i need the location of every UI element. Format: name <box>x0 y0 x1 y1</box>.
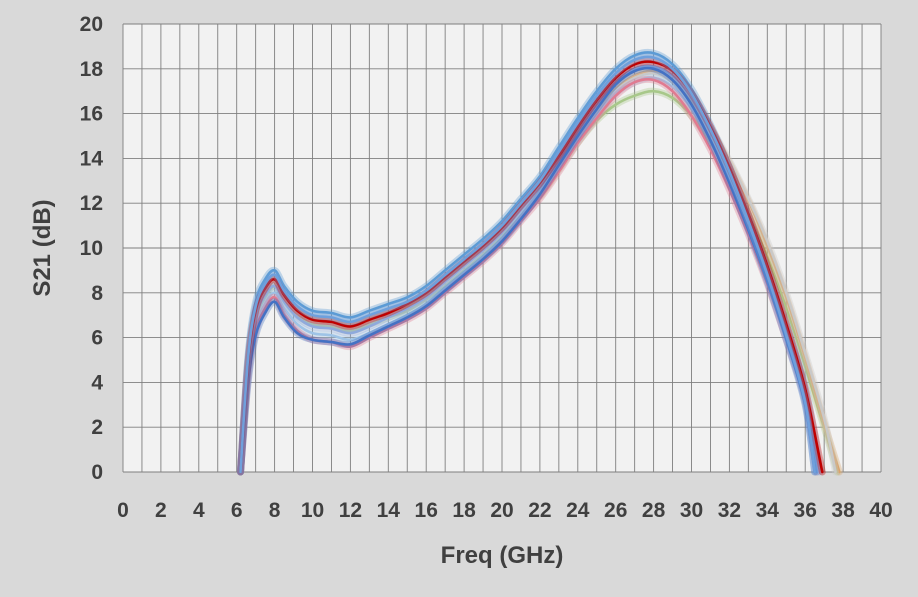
y-tick-label: 2 <box>91 416 103 439</box>
series-line <box>239 55 816 474</box>
y-tick-label: 14 <box>80 147 104 170</box>
x-axis-title: Freq (GHz) <box>441 542 564 569</box>
x-tick-label: 8 <box>269 499 281 522</box>
y-axis-title: S21 (dB) <box>29 199 56 296</box>
grid <box>122 23 882 473</box>
y-tick-label: 4 <box>91 371 103 394</box>
x-tick-label: 22 <box>528 499 551 522</box>
x-tick-label: 20 <box>490 499 513 522</box>
series-layer <box>237 48 843 476</box>
x-tick-label: 36 <box>794 499 817 522</box>
y-tick-label: 12 <box>80 192 103 215</box>
x-tick-label: 32 <box>718 499 741 522</box>
x-tick-label: 40 <box>869 499 892 522</box>
x-tick-label: 0 <box>117 499 129 522</box>
series-line <box>239 78 818 474</box>
y-tick-label: 20 <box>80 13 103 36</box>
x-tick-label: 16 <box>415 499 438 522</box>
series-line <box>239 66 816 474</box>
x-tick-label: 26 <box>604 499 627 522</box>
x-tick-label: 38 <box>831 499 855 522</box>
series-line <box>239 60 824 474</box>
x-tick-label: 28 <box>642 499 666 522</box>
y-tick-label: 8 <box>91 282 103 305</box>
y-tick-label: 0 <box>91 461 103 484</box>
x-tick-label: 6 <box>231 499 243 522</box>
x-tick-label: 4 <box>193 499 205 522</box>
y-tick-labels: 0 2 4 6 8 10 12 14 16 18 20 <box>80 13 104 484</box>
x-tick-label: 10 <box>301 499 324 522</box>
x-tick-label: 12 <box>339 499 362 522</box>
y-tick-label: 16 <box>80 103 103 126</box>
x-tick-label: 2 <box>155 499 167 522</box>
x-tick-labels: 0 2 4 6 8 10 12 14 16 18 20 22 24 26 28 30 32 34 36 38 40 <box>117 499 893 522</box>
x-tick-label: 24 <box>566 499 590 522</box>
y-tick-label: 10 <box>80 237 103 260</box>
x-tick-label: 34 <box>756 499 780 522</box>
y-tick-label: 18 <box>80 58 104 81</box>
x-tick-label: 18 <box>452 499 476 522</box>
x-tick-label: 30 <box>680 499 703 522</box>
y-tick-label: 6 <box>91 327 103 350</box>
x-tick-label: 14 <box>377 499 401 522</box>
